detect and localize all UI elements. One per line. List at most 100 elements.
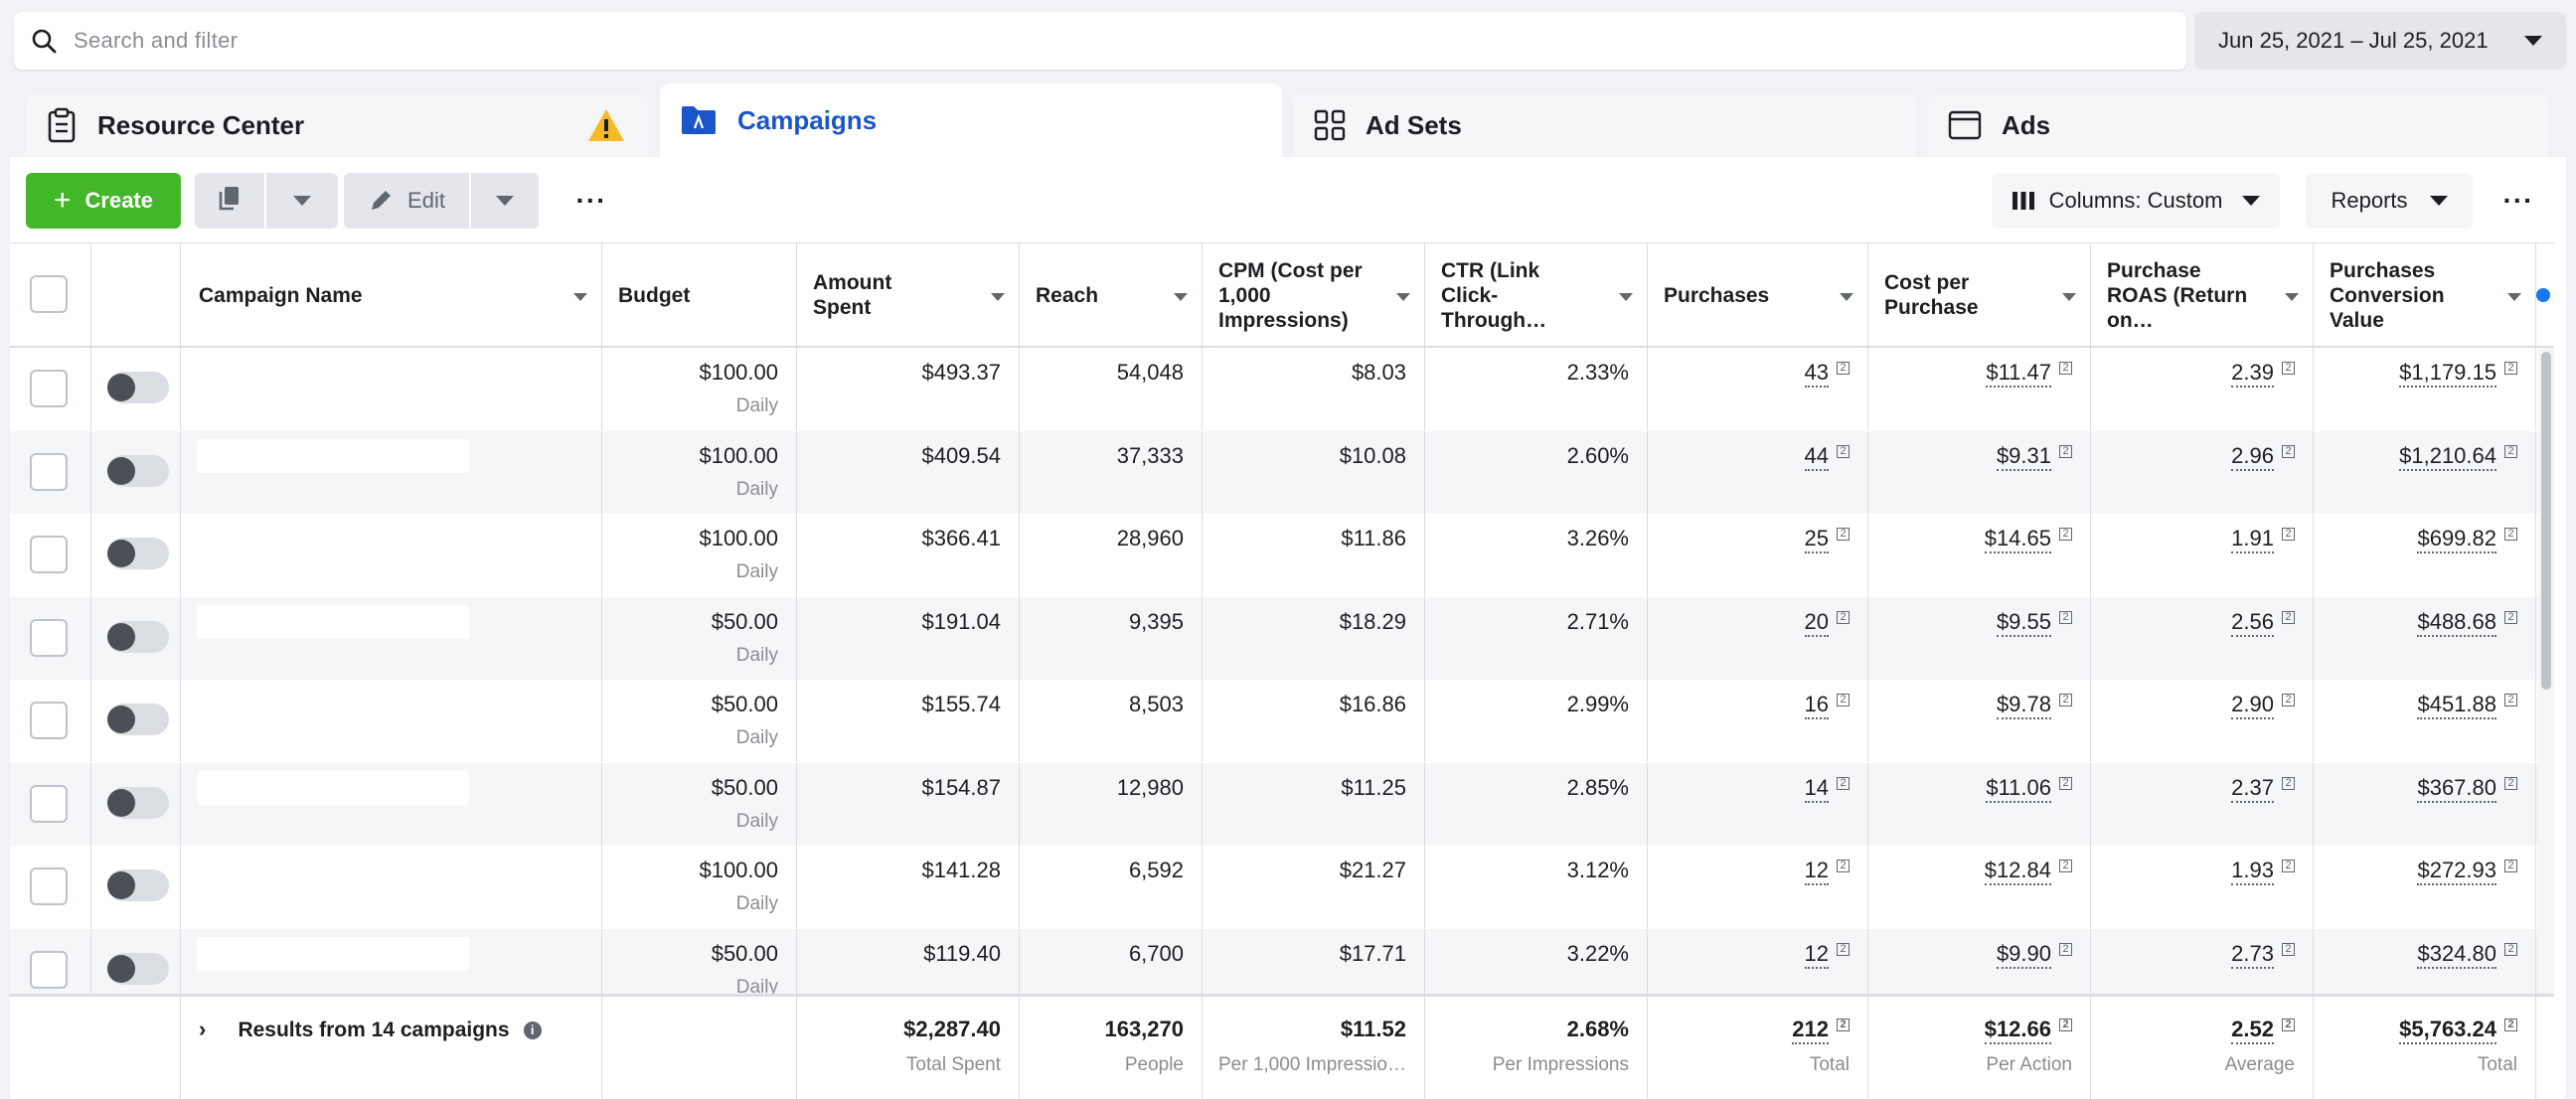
campaign-toggle[interactable] [107, 704, 169, 735]
cell-select [10, 928, 91, 1012]
campaign-toggle[interactable] [107, 372, 169, 403]
campaign-toggle[interactable] [107, 952, 169, 985]
header-amount-spent[interactable]: Amount Spent [797, 243, 1020, 347]
campaign-toggle[interactable] [107, 538, 169, 569]
row-checkbox[interactable] [30, 452, 68, 491]
sort-icon[interactable] [1840, 293, 1853, 301]
sort-icon[interactable] [2285, 293, 2299, 301]
cell-campaign-name[interactable] [181, 762, 602, 846]
cell-budget[interactable]: $50.00 Daily [602, 762, 797, 846]
sort-icon[interactable] [1174, 293, 1188, 301]
warning-icon [586, 107, 626, 150]
header-ctr[interactable]: CTR (Link Click-Through… [1425, 243, 1648, 347]
table-row[interactable]: $50.00 Daily $191.04 9,395 $18.29 2.71% 20 2 $9.… [10, 596, 2554, 680]
cell-budget[interactable]: $50.00 Daily [602, 596, 797, 680]
header-cpm[interactable]: CPM (Cost per 1,000 Impressions) [1203, 243, 1425, 347]
row-checkbox[interactable] [30, 867, 68, 905]
tab-ads[interactable]: Ads [1928, 93, 2548, 157]
cell-budget[interactable]: $100.00 Daily [602, 514, 797, 596]
toggle-knob [107, 456, 135, 485]
row-checkbox[interactable] [30, 370, 68, 407]
sort-icon[interactable] [1619, 293, 1633, 301]
date-range-picker[interactable]: Jun 25, 2021 – Jul 25, 2021 [2194, 12, 2566, 70]
header-cost-per-purchase[interactable]: Cost per Purchase [1868, 243, 2091, 347]
table-row[interactable]: $50.00 Daily $154.87 12,980 $11.25 2.85% 14 2 $1… [10, 762, 2554, 846]
cell-campaign-name[interactable] [181, 348, 602, 430]
header-conversion-value[interactable]: Purchases Conversion Value [2314, 243, 2536, 347]
info-icon[interactable]: i [523, 1021, 542, 1039]
cell-purchase-roas: 1.93 2 [2091, 846, 2314, 928]
table-row[interactable]: $50.00 Daily $155.74 8,503 $16.86 2.99% 16 2 $9.… [10, 680, 2554, 762]
reports-button[interactable]: Reports [2306, 173, 2473, 229]
search-input[interactable]: Search and filter [74, 28, 239, 53]
cell-campaign-name[interactable] [181, 514, 602, 596]
cell-campaign-name[interactable] [181, 596, 602, 680]
cell-budget[interactable]: $100.00 Daily [602, 846, 797, 928]
sort-icon[interactable] [2507, 293, 2521, 301]
more-actions-button[interactable]: ··· [575, 185, 607, 216]
select-all-checkbox[interactable] [30, 275, 68, 313]
header-reach[interactable]: Reach [1020, 243, 1203, 347]
header-purchase-roas[interactable]: Purchase ROAS (Return on… [2091, 243, 2314, 347]
cell-campaign-name[interactable] [181, 928, 602, 1012]
table-row[interactable]: $100.00 Daily $141.28 6,592 $21.27 3.12% 12 2 $1… [10, 846, 2554, 928]
cell-budget[interactable]: $100.00 Daily [602, 348, 797, 430]
tab-campaigns[interactable]: Campaigns [660, 83, 1282, 157]
campaign-toggle[interactable] [107, 454, 169, 487]
search-bar[interactable]: Search and filter [14, 12, 2186, 70]
footer-spacer [10, 997, 181, 1099]
header-purchases[interactable]: Purchases [1648, 243, 1868, 347]
columns-button[interactable]: Columns: Custom [1992, 173, 2280, 229]
cell-cpm: $10.08 [1203, 430, 1425, 514]
cell-campaign-name[interactable] [181, 430, 602, 514]
cell-budget[interactable]: $50.00 Daily [602, 928, 797, 1012]
attribution-icon: 2 [2282, 444, 2295, 458]
sort-icon[interactable] [573, 293, 587, 301]
cell-budget[interactable]: $50.00 Daily [602, 680, 797, 762]
scrollbar-thumb[interactable] [2541, 352, 2551, 690]
row-checkbox[interactable] [30, 950, 68, 989]
footer-results-label: Results from 14 campaigns [238, 1019, 510, 1041]
row-checkbox[interactable] [30, 784, 68, 823]
cell-purchase-roas: 2.37 2 [2091, 762, 2314, 846]
tab-ad-sets[interactable]: Ad Sets [1294, 93, 1916, 157]
sort-icon[interactable] [1396, 293, 1410, 301]
table-row[interactable]: $100.00 Daily $493.37 54,048 $8.03 2.33% 43 2 $1… [10, 348, 2554, 430]
chevron-right-icon[interactable]: › [199, 1017, 207, 1041]
row-checkbox[interactable] [30, 618, 68, 657]
grid-icon [1314, 109, 1346, 141]
more-options-button[interactable]: ··· [2502, 185, 2534, 216]
add-column-edge[interactable] [2536, 243, 2554, 347]
attribution-icon: 2 [2059, 860, 2072, 872]
footer-budget-cell [602, 997, 797, 1099]
header-campaign-name[interactable]: Campaign Name [181, 243, 602, 347]
cell-toggle [91, 762, 181, 846]
cell-budget[interactable]: $100.00 Daily [602, 430, 797, 514]
table-footer: › Results from 14 campaigns i $2,287.40 T… [10, 994, 2554, 1099]
create-button[interactable]: + Create [26, 173, 181, 229]
edit-button[interactable]: Edit [344, 173, 469, 229]
edit-dropdown-button[interactable] [471, 173, 539, 229]
attribution-icon: 2 [2504, 776, 2517, 790]
row-checkbox[interactable] [30, 536, 68, 573]
toggle-knob [107, 540, 135, 567]
duplicate-dropdown-button[interactable] [266, 173, 338, 229]
table-row[interactable]: $100.00 Daily $409.54 37,333 $10.08 2.60% 44 2 $… [10, 430, 2554, 514]
campaign-toggle[interactable] [107, 620, 169, 653]
row-checkbox[interactable] [30, 702, 68, 739]
table-row[interactable]: $100.00 Daily $366.41 28,960 $11.86 3.26% 25 2 $… [10, 514, 2554, 596]
cell-conversion-value: $451.88 2 [2314, 680, 2536, 762]
tab-resource-center[interactable]: Resource Center [26, 93, 648, 157]
tab-label: Resource Center [97, 109, 305, 140]
cell-campaign-name[interactable] [181, 680, 602, 762]
campaign-toggle[interactable] [107, 786, 169, 819]
campaign-toggle[interactable] [107, 869, 169, 901]
table-scrollbar[interactable] [2538, 348, 2554, 994]
duplicate-button[interactable] [195, 173, 264, 229]
attribution-icon: 2 [2059, 776, 2072, 790]
attribution-icon: 2 [2504, 610, 2517, 624]
sort-icon[interactable] [991, 293, 1005, 301]
header-budget[interactable]: Budget [602, 243, 797, 347]
sort-icon[interactable] [2062, 293, 2076, 301]
cell-campaign-name[interactable] [181, 846, 602, 928]
